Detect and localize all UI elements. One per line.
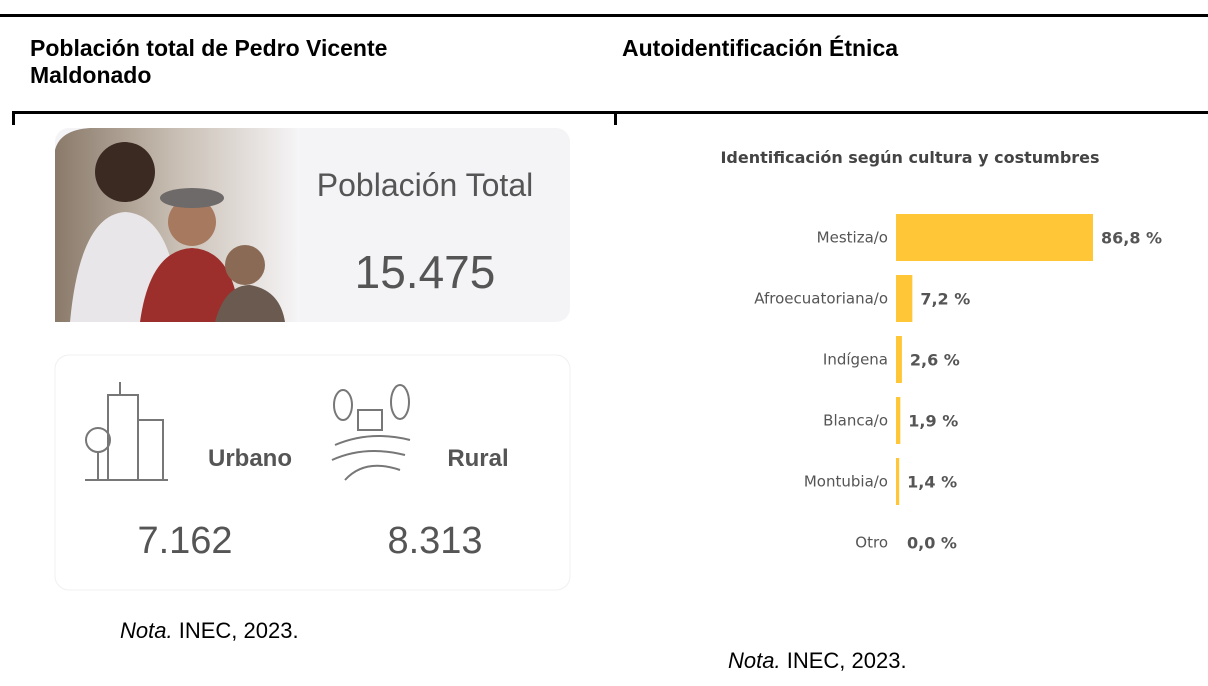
chart-title: Identificación según cultura y costumbre…	[720, 148, 1099, 167]
rural-label: Rural	[447, 445, 508, 472]
urban-value: 7.162	[137, 520, 232, 562]
photo-person	[160, 188, 224, 208]
total-value: 15.475	[355, 246, 496, 298]
value-label: 1,9 %	[908, 412, 958, 431]
note-source: INEC, 2023.	[179, 618, 299, 643]
total-label: Población Total	[317, 167, 533, 203]
note-left: Nota. INEC, 2023.	[120, 618, 299, 644]
photo-person	[225, 245, 265, 285]
value-label: 7,2 %	[920, 290, 970, 309]
note-right: Nota. INEC, 2023.	[728, 648, 907, 674]
bar	[896, 458, 899, 505]
value-label: 1,4 %	[907, 473, 957, 492]
bar	[896, 275, 912, 322]
value-label: 86,8 %	[1101, 229, 1162, 248]
note-label: Nota.	[120, 618, 173, 643]
page: Población total de Pedro Vicente Maldona…	[0, 0, 1208, 686]
category-label: Afroecuatoriana/o	[754, 290, 888, 308]
bar	[896, 336, 902, 383]
urban-label: Urbano	[208, 445, 292, 472]
note-label: Nota.	[728, 648, 781, 673]
category-label: Otro	[855, 534, 888, 552]
category-label: Indígena	[823, 351, 888, 369]
photo-person	[95, 142, 155, 202]
split-card	[55, 355, 570, 590]
category-label: Blanca/o	[823, 412, 888, 430]
note-source: INEC, 2023.	[787, 648, 907, 673]
content: Población Total 15.475 Urbano Rural 7.16…	[0, 0, 1208, 686]
bar	[896, 397, 900, 444]
bar	[896, 214, 1093, 261]
category-label: Montubia/o	[804, 473, 888, 491]
value-label: 0,0 %	[907, 534, 957, 553]
value-label: 2,6 %	[910, 351, 960, 370]
rural-value: 8.313	[387, 520, 482, 562]
category-label: Mestiza/o	[817, 229, 888, 247]
